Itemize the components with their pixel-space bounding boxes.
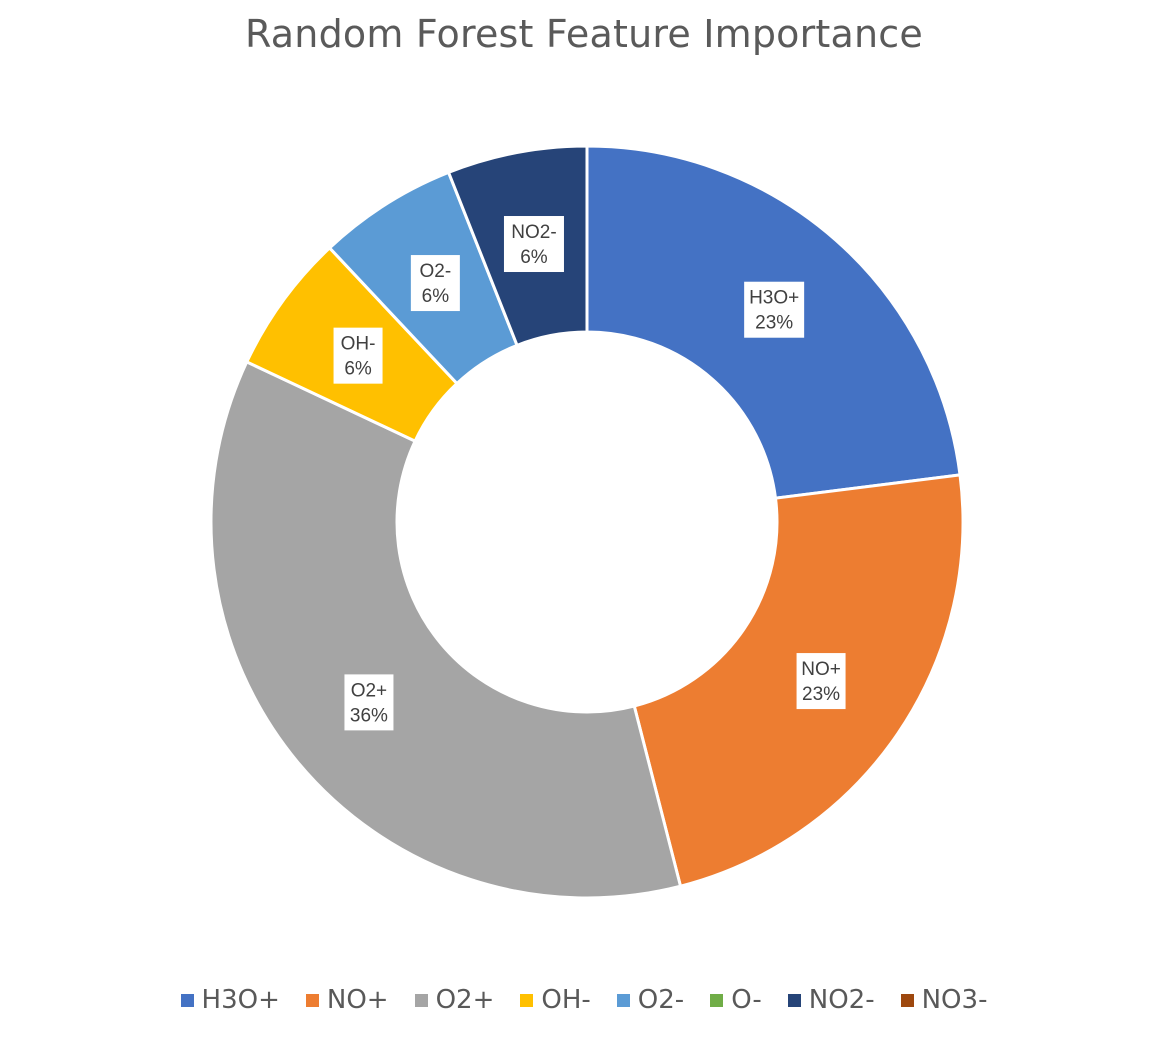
- data-label-value: 23%: [802, 684, 840, 705]
- legend-swatch: [180, 993, 194, 1007]
- data-label-category: H3O+: [749, 288, 799, 309]
- data-label-value: 6%: [344, 359, 372, 380]
- data-label-value: 6%: [422, 286, 450, 307]
- data-label-value: 36%: [350, 705, 388, 726]
- legend-label: O-: [731, 985, 762, 1015]
- data-label-box: [744, 281, 805, 338]
- chart-title: Random Forest Feature Importance: [245, 12, 923, 56]
- legend-label: O2+: [435, 985, 495, 1015]
- legend-swatch: [520, 993, 534, 1007]
- data-label-category: NO2-: [511, 222, 556, 243]
- legend-swatch: [616, 993, 630, 1007]
- data-label-category: O2+: [351, 680, 387, 701]
- legend-item-o2-plus: O2+: [414, 985, 495, 1015]
- data-label-box: [796, 653, 846, 710]
- legend-item-oh-minus: OH-: [520, 985, 591, 1015]
- chart-legend: H3O+ NO+ O2+ OH- O2- O- NO2- NO3-: [0, 985, 1168, 1015]
- data-label-category: OH-: [341, 334, 376, 355]
- data-label-category: O2-: [420, 261, 452, 282]
- slice-o2-plus: [209, 359, 683, 900]
- data-label-o2-minus: O2-6%: [410, 255, 460, 312]
- legend-label: NO2-: [808, 985, 875, 1015]
- legend-swatch: [414, 993, 428, 1007]
- legend-item-h3o-plus: H3O+: [180, 985, 280, 1015]
- legend-swatch: [900, 993, 914, 1007]
- data-label-o2-plus: O2+36%: [344, 674, 394, 731]
- data-label-box: [503, 216, 564, 273]
- legend-label: H3O+: [201, 985, 280, 1015]
- data-label-value: 6%: [520, 247, 548, 268]
- data-label-oh-minus: OH- 6%: [333, 327, 383, 384]
- legend-item-no2-minus: NO2-: [787, 985, 875, 1015]
- data-label-box: [410, 255, 460, 312]
- legend-item-o2-minus: O2-: [616, 985, 685, 1015]
- data-label-box: [344, 674, 394, 731]
- data-label-no-plus: NO+ 23%: [796, 653, 846, 710]
- legend-item-o-minus: O-: [710, 985, 762, 1015]
- data-label-box: [333, 327, 383, 384]
- legend-label: O2-: [637, 985, 685, 1015]
- legend-item-no3-minus: NO3-: [900, 985, 988, 1015]
- legend-swatch: [787, 993, 801, 1007]
- legend-swatch: [710, 993, 724, 1007]
- data-label-category: NO+: [801, 659, 841, 680]
- legend-swatch: [305, 993, 319, 1007]
- data-label-value: 23%: [755, 313, 793, 334]
- data-label-no2-minus: NO2- 6%: [503, 216, 564, 273]
- legend-label: NO+: [326, 985, 389, 1015]
- legend-label: OH-: [541, 985, 591, 1015]
- legend-label: NO3-: [921, 985, 988, 1015]
- data-label-h3o-plus: H3O+ 23%: [744, 281, 805, 338]
- legend-item-no-plus: NO+: [305, 985, 389, 1015]
